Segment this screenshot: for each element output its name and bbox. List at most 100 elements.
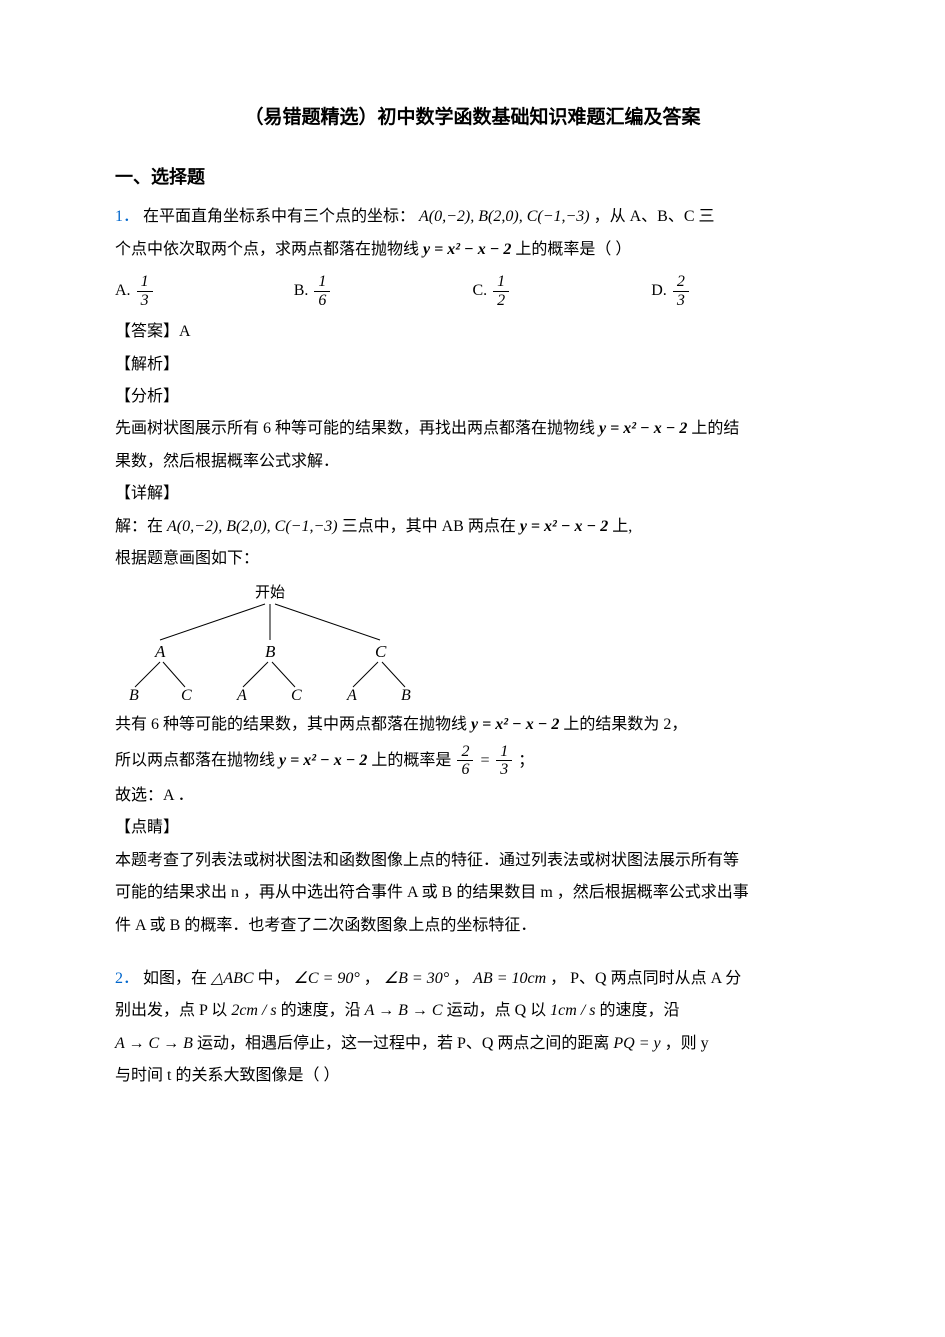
opt-c-label: C. [473,282,488,299]
tree-line [160,604,265,640]
opt-a-num: 1 [137,273,153,292]
q1-points: A(0,−2), B(2,0), C(−1,−3) [419,208,590,225]
opt-c-num: 1 [493,273,509,292]
q2-s2: ， [453,970,469,987]
q1-prob-eqsign: = [479,752,490,769]
q1-opt-b: B. 1 6 [294,273,473,309]
q1-analysis-label: 【分析】 [115,382,830,412]
q1-eq1: y = x² − x − 2 [423,241,511,258]
q1-detail-1: 解：在 A(0,−2), B(2,0), C(−1,−3) 三点中，其中 AB … [115,512,830,542]
tree-svg: 开始 A B C B C A C A B [115,582,425,702]
q1-line1: 1． 在平面直角坐标系中有三个点的坐标： A(0,−2), B(2,0), C(… [115,202,830,232]
q1-opt-d: D. 2 3 [651,273,830,309]
q1-detail-1a: 解：在 [115,518,163,535]
q1-detail-1b: 三点中，其中 AB 两点在 [342,518,516,535]
q2-number: 2． [115,970,139,987]
q2-tri: △ABC [211,970,254,987]
q1-detail-eq: y = x² − x − 2 [520,518,608,535]
q2-s1: ， [364,970,380,987]
q1-text-a: 在平面直角坐标系中有三个点的坐标： [143,208,415,225]
opt-a-frac: 1 3 [137,273,153,309]
q1-answer: 【答案】A [115,317,830,347]
section-1-header: 一、选择题 [115,160,830,194]
q1-result-b: 上的结果数为 2， [563,716,687,733]
q1-detail-label: 【详解】 [115,479,830,509]
q1-prob-c: ； [518,752,534,769]
tree-line [163,662,185,687]
tree-l2-0-0: B [129,687,139,702]
q1-line2b: 上的概率是（ ） [515,241,631,258]
q1-analysis-1: 先画树状图展示所有 6 种等可能的结果数，再找出两点都落在抛物线 y = x² … [115,414,830,444]
tree-l1-c: C [375,642,387,661]
q2-l2c: 运动，点 Q 以 [447,1002,547,1019]
q1-dianjing-1: 本题考查了列表法或树状图法和函数图像上点的特征．通过列表法或树状图法展示所有等 [115,846,830,876]
q2-angc: ∠C = 90° [294,970,360,987]
opt-b-label: B. [294,282,309,299]
q1-prob-f1-den: 6 [457,761,473,779]
q1-analysis-line1: 先画树状图展示所有 6 种等可能的结果数，再找出两点都落在抛物线 [115,420,595,437]
q1-line2a: 个点中依次取两个点，求两点都落在抛物线 [115,241,419,258]
q1-opt-c: C. 1 2 [473,273,652,309]
q1-dianjing-3: 件 A 或 B 的概率．也考查了二次函数图象上点的坐标特征． [115,911,830,941]
tree-l2-0-1: C [181,687,192,702]
q2-l2a: 别出发，点 P 以 [115,1002,227,1019]
q2-l1a: 如图，在 [143,970,207,987]
tree-l2-1-0: A [236,687,247,702]
q1-prob: 所以两点都落在抛物线 y = x² − x − 2 上的概率是 2 6 = 1 … [115,743,830,779]
q2-line2: 别出发，点 P 以 2cm / s 的速度，沿 A → B → C 运动，点 Q… [115,996,830,1026]
q1-prob-eq: y = x² − x − 2 [279,752,367,769]
q2-speed1: 2cm / s [231,1002,276,1019]
opt-d-frac: 2 3 [673,273,689,309]
opt-c-frac: 1 2 [493,273,509,309]
spacer [115,943,830,963]
q1-result: 共有 6 种等可能的结果数，其中两点都落在抛物线 y = x² − x − 2 … [115,710,830,740]
tree-l2-2-1: B [401,687,411,702]
tree-l2-1-1: C [291,687,302,702]
q2-speed2: 1cm / s [550,1002,595,1019]
tree-line [275,604,380,640]
q2-line1: 2． 如图，在 △ABC 中， ∠C = 90° ， ∠B = 30° ， AB… [115,964,830,994]
q1-prob-b: 上的概率是 [371,752,451,769]
opt-a-den: 3 [137,292,153,310]
q1-analysis-2: 果数，然后根据概率公式求解． [115,447,830,477]
q2-path2: A → C → B [115,1035,193,1052]
q2-l3a: 运动，相遇后停止，这一过程中，若 P、Q 两点之间的距离 [197,1035,609,1052]
q2-l1b: 中， [258,970,290,987]
q2-l3b: ，则 y [665,1035,709,1052]
q1-prob-frac1: 2 6 [457,743,473,779]
q1-prob-frac2: 1 3 [496,743,512,779]
q2-l2d: 的速度，沿 [599,1002,679,1019]
q1-prob-f1-num: 2 [457,743,473,762]
q1-choose: 故选：A ． [115,781,830,811]
q1-number: 1． [115,208,139,225]
q2-line3: A → C → B 运动，相遇后停止，这一过程中，若 P、Q 两点之间的距离 P… [115,1029,830,1059]
q1-opt-a: A. 1 3 [115,273,294,309]
opt-a-label: A. [115,282,131,299]
opt-b-den: 6 [314,292,330,310]
tree-l1-a: A [154,642,166,661]
q2-ab: AB = 10cm [473,970,546,987]
q2-s3: ， [550,970,566,987]
q2-line4: 与时间 t 的关系大致图像是（ ） [115,1061,830,1091]
q1-prob-f2-num: 1 [496,743,512,762]
q1-result-a: 共有 6 种等可能的结果数，其中两点都落在抛物线 [115,716,467,733]
tree-l1-b: B [265,642,276,661]
tree-line [353,662,378,687]
tree-line [135,662,160,687]
q1-analysis-line1b: 上的结 [691,420,739,437]
q1-options: A. 1 3 B. 1 6 C. 1 2 D. 2 3 [115,273,830,309]
q1-line2: 个点中依次取两个点，求两点都落在抛物线 y = x² − x − 2 上的概率是… [115,235,830,265]
opt-d-label: D. [651,282,667,299]
tree-line [272,662,295,687]
q2-angb: ∠B = 30° [384,970,449,987]
tree-line [382,662,405,687]
opt-c-den: 2 [493,292,509,310]
q1-analysis-eq: y = x² − x − 2 [599,420,687,437]
q1-explain: 【解析】 [115,350,830,380]
q1-prob-a: 所以两点都落在抛物线 [115,752,275,769]
tree-l2-2-0: A [346,687,357,702]
q2-l2b: 的速度，沿 [281,1002,361,1019]
opt-d-num: 2 [673,273,689,292]
q2-l1c: P、Q 两点同时从点 A 分 [570,970,741,987]
q1-text-b: ，从 A、B、C 三 [594,208,715,225]
